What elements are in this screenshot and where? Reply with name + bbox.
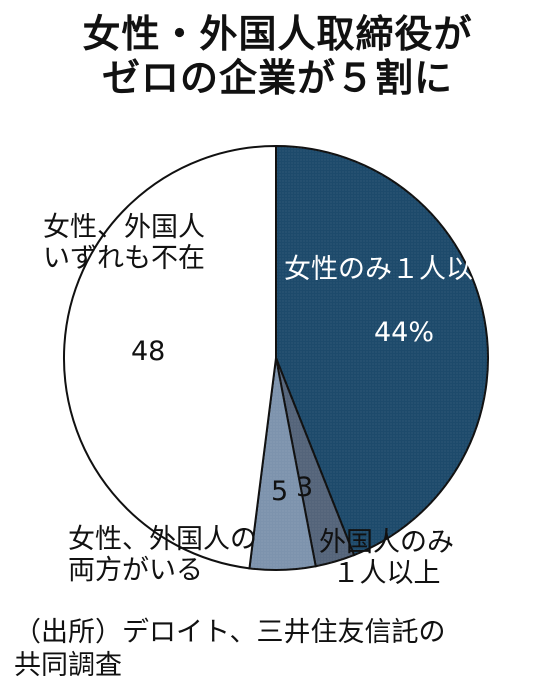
label-foreign-only-line-2: １人以上 — [332, 558, 441, 589]
source-note-line-1: （出所）デロイト、三井住友信託の — [14, 617, 446, 648]
label-foreign-only-line-1: 外国人のみ — [319, 527, 454, 558]
value-both: 5 — [271, 476, 289, 507]
label-both-line-1: 女性、外国人の — [68, 524, 257, 555]
source-note-line-2: 共同調査 — [14, 650, 122, 681]
pie-slice-foreign-only-texture — [276, 358, 355, 567]
pie-slice-neither — [63, 144, 277, 570]
label-neither-line-2: いずれも不在 — [43, 243, 205, 274]
value-foreign-only: 3 — [296, 472, 314, 503]
label-neither-line-1: 女性、外国人 — [43, 212, 205, 243]
value-neither: 48 — [131, 336, 166, 367]
label-neither: 女性、外国人 いずれも不在 — [43, 212, 205, 274]
chart-title-line-1: 女性・外国人取締役が — [82, 12, 473, 56]
pie-slice-female-only-texture — [276, 146, 488, 556]
label-both: 女性、外国人の 両方がいる — [68, 524, 257, 586]
chart-title-line-2: ゼロの企業が５割に — [101, 56, 453, 100]
source-note: （出所）デロイト、三井住友信託の 共同調査 — [14, 616, 544, 682]
label-female-only-line-1: 女性のみ１人以上 — [284, 254, 500, 285]
label-foreign-only: 外国人のみ １人以上 — [319, 527, 454, 589]
chart-title: 女性・外国人取締役が ゼロの企業が５割に — [0, 12, 555, 100]
label-both-line-2: 両方がいる — [68, 555, 203, 586]
value-female-only: 44% — [374, 317, 435, 348]
label-female-only: 女性のみ１人以上 — [284, 254, 500, 285]
pie-slice-both-texture — [249, 358, 316, 570]
